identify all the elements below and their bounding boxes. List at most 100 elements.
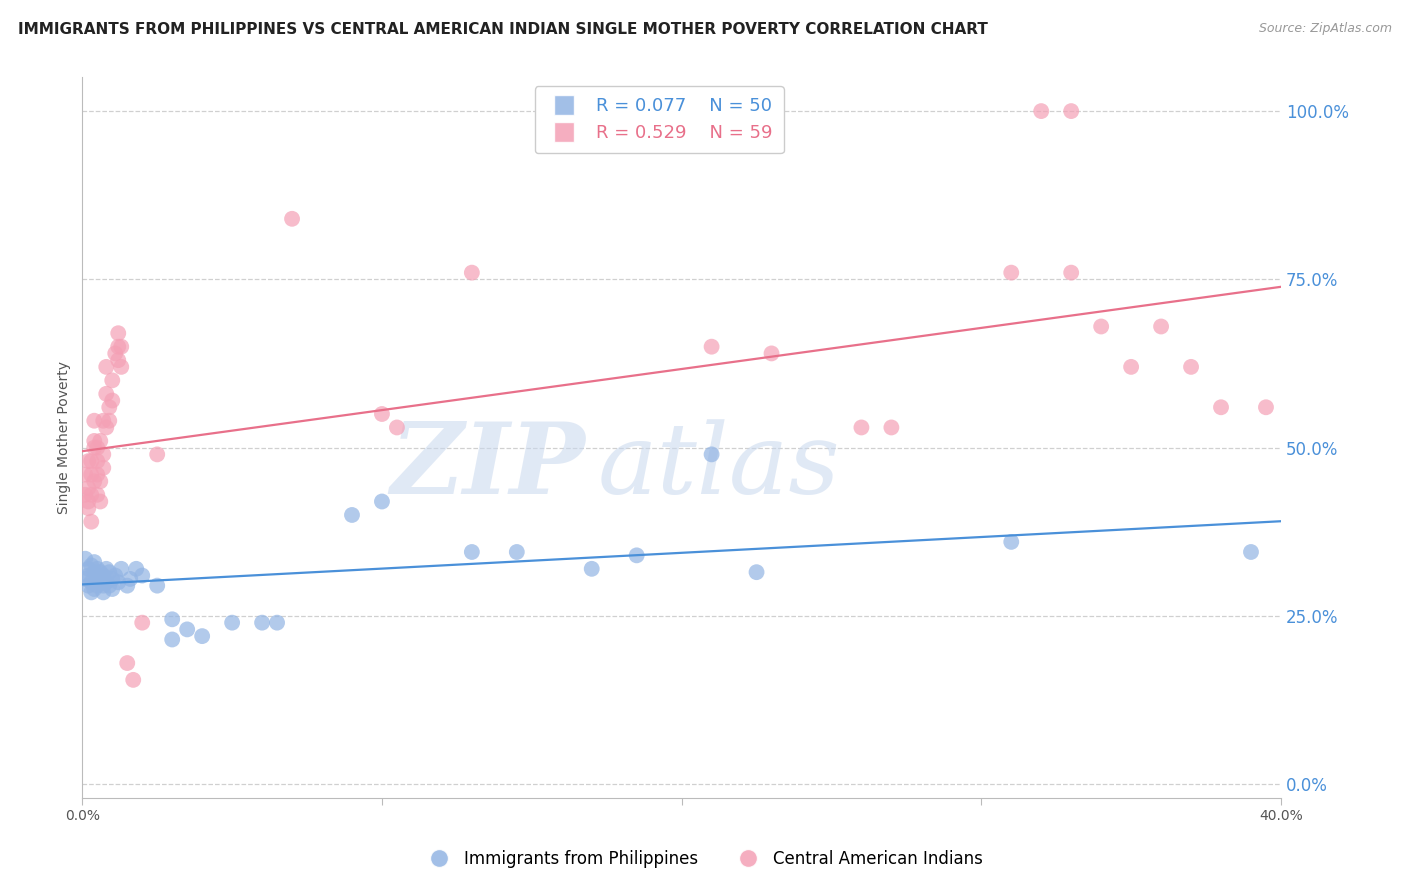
Point [131,568,153,582]
Point [340,508,363,522]
Point [700,340,723,354]
Point [146,579,169,593]
Point [91,568,114,582]
Point [86,441,108,455]
Point [101,582,124,596]
Point [1031,104,1053,119]
Point [1254,401,1277,415]
Y-axis label: Single Mother Poverty: Single Mother Poverty [58,361,72,514]
Point [176,623,198,637]
Point [281,211,304,226]
Point [371,494,394,508]
Point [77,579,100,593]
Point [221,615,243,630]
Point [266,615,288,630]
Point [101,572,124,586]
Point [122,673,145,687]
Point [191,629,214,643]
Point [98,414,121,428]
Point [91,447,114,461]
Point [89,475,111,489]
Point [75,488,97,502]
Point [96,359,118,374]
Point [96,562,118,576]
Point [83,555,105,569]
Point [83,565,105,579]
Point [461,266,484,280]
Point [581,562,603,576]
Point [91,585,114,599]
Point [96,386,118,401]
Point [115,579,138,593]
Point [86,562,108,576]
Point [86,454,108,468]
Legend: Immigrants from Philippines, Central American Indians: Immigrants from Philippines, Central Ame… [416,844,990,875]
Point [880,420,903,434]
Point [89,494,111,508]
Point [89,572,111,586]
Point [80,585,103,599]
Point [80,515,103,529]
Point [851,420,873,434]
Point [83,582,105,596]
Point [89,434,111,448]
Point [110,359,132,374]
Point [86,467,108,482]
Point [1150,319,1173,334]
Text: atlas: atlas [598,418,841,514]
Point [761,346,783,360]
Point [83,475,105,489]
Point [1180,359,1202,374]
Text: ZIP: ZIP [391,418,586,515]
Point [96,420,118,434]
Text: Source: ZipAtlas.com: Source: ZipAtlas.com [1258,22,1392,36]
Point [80,488,103,502]
Point [250,615,273,630]
Point [110,340,132,354]
Point [91,414,114,428]
Point [75,551,97,566]
Point [120,572,142,586]
Point [1000,535,1022,549]
Point [77,568,100,582]
Point [1119,359,1142,374]
Legend: R = 0.077    N = 50, R = 0.529    N = 59: R = 0.077 N = 50, R = 0.529 N = 59 [534,87,783,153]
Point [80,558,103,573]
Point [107,575,129,590]
Point [83,414,105,428]
Point [77,562,100,576]
Point [1060,266,1083,280]
Point [86,579,108,593]
Point [98,401,121,415]
Point [83,434,105,448]
Point [146,447,169,461]
Point [98,579,121,593]
Point [371,407,394,421]
Point [80,467,103,482]
Point [461,545,484,559]
Point [77,454,100,468]
Point [1209,401,1232,415]
Point [80,454,103,468]
Point [107,340,129,354]
Point [104,346,127,360]
Point [86,568,108,582]
Point [1060,104,1083,119]
Point [75,467,97,482]
Point [91,460,114,475]
Point [107,353,129,368]
Point [98,565,121,579]
Point [77,494,100,508]
Point [1000,266,1022,280]
Point [75,572,97,586]
Point [115,656,138,670]
Point [700,447,723,461]
Point [101,393,124,408]
Point [1240,545,1263,559]
Point [86,488,108,502]
Point [745,565,768,579]
Point [80,575,103,590]
Point [131,615,153,630]
Point [385,420,408,434]
Point [77,481,100,495]
